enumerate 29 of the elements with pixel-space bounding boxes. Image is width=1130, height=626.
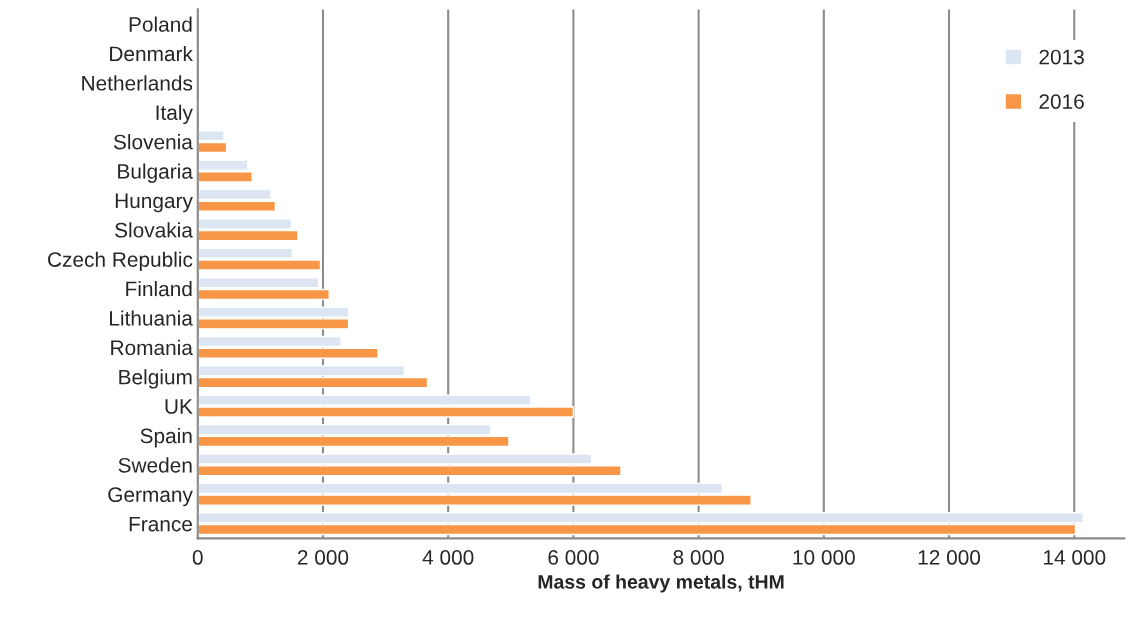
- x-tick-label: 12 000: [918, 550, 981, 565]
- y-tick-label: Netherlands: [82, 75, 193, 91]
- y-tick-label: Romania: [111, 339, 193, 356]
- y-tick-label: Hungary: [115, 193, 193, 213]
- y-tick-label: Bulgaria: [118, 163, 193, 183]
- y-tick-label: UK: [165, 399, 193, 414]
- x-axis-title: Mass of heavy metals, tHM: [538, 574, 784, 593]
- x-tick-label: 4 000: [422, 550, 474, 565]
- x-tick-label: 14 000: [1043, 550, 1106, 565]
- x-tick-label: 10 000: [793, 550, 855, 565]
- y-tick-label: Czech Republic: [48, 251, 193, 272]
- y-tick-label: Slovenia: [113, 134, 193, 150]
- y-tick-label: Germany: [108, 487, 193, 507]
- y-tick-label: France: [129, 516, 192, 532]
- y-tick-label: Italy: [156, 104, 193, 125]
- y-tick-label: Denmark: [110, 45, 193, 62]
- y-tick-label: Spain: [140, 427, 192, 448]
- x-tick-label: 8 000: [673, 550, 724, 565]
- y-tick-label: Lithuania: [110, 310, 193, 326]
- y-tick-label: Belgium: [119, 369, 192, 389]
- legend-label: 2016: [1039, 94, 1084, 109]
- x-tick-label: 0: [192, 550, 203, 565]
- x-tick-label: 2 000: [297, 550, 349, 565]
- y-tick-label: Poland: [129, 16, 192, 32]
- y-tick-label: Finland: [126, 281, 192, 297]
- y-tick-label: Slovakia: [115, 222, 193, 238]
- x-tick-label: 6 000: [548, 550, 599, 565]
- legend-label: 2013: [1039, 49, 1084, 65]
- y-tick-label: Sweden: [118, 457, 192, 473]
